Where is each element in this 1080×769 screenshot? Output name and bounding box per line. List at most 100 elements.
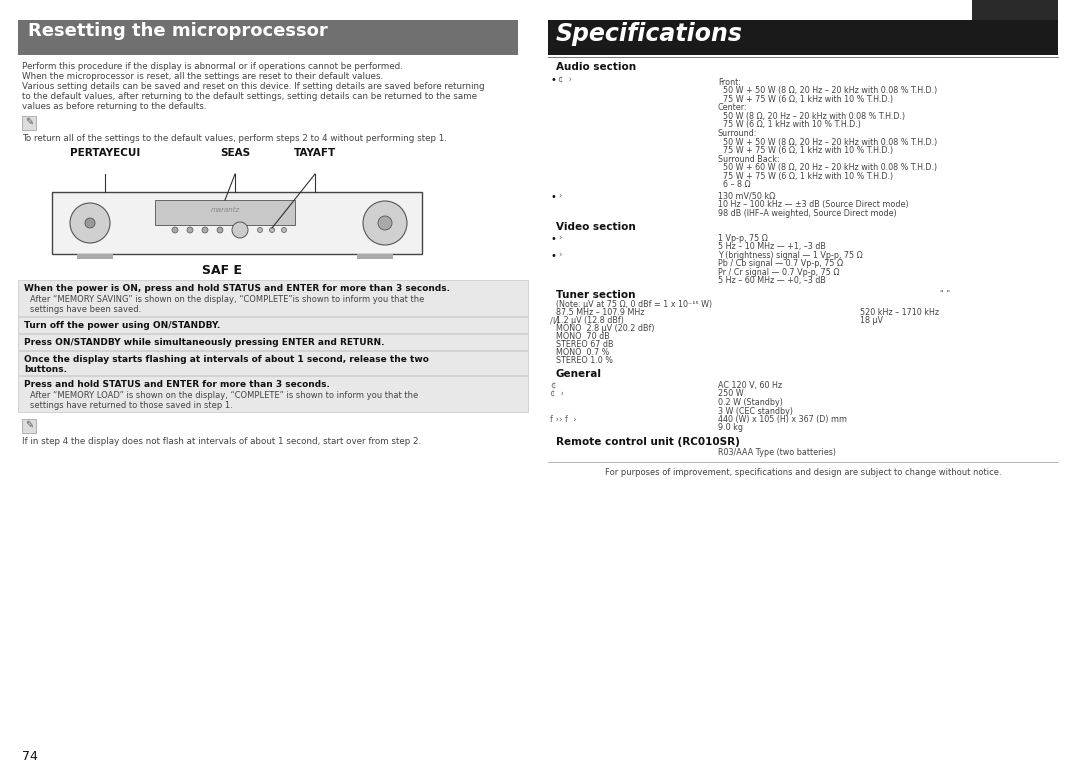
Text: 1 Vp-p, 75 Ω: 1 Vp-p, 75 Ω [718, 234, 768, 243]
Text: •: • [550, 191, 556, 201]
Bar [77, 254, 113, 259]
Text: 5 Hz – 60 MHz — +0, –3 dB: 5 Hz – 60 MHz — +0, –3 dB [718, 277, 826, 285]
Circle shape [187, 227, 193, 233]
Text: 250 W: 250 W [718, 390, 744, 398]
Text: 1.2 μV (12.8 dBf): 1.2 μV (12.8 dBf) [556, 316, 624, 325]
Text: ›: › [558, 234, 562, 243]
Text: Turn off the power using ON/STANDBY.: Turn off the power using ON/STANDBY. [24, 321, 220, 330]
Circle shape [257, 228, 262, 232]
Text: 130 mV/50 kΩ: 130 mV/50 kΩ [718, 191, 775, 201]
Circle shape [232, 222, 248, 238]
Text: •: • [550, 251, 556, 261]
Text: ›: › [558, 191, 562, 201]
Text: •: • [550, 75, 556, 85]
Text: When the microprocessor is reset, all the settings are reset to their default va: When the microprocessor is reset, all th… [22, 72, 383, 81]
Text: to the default values, after returning to the default settings, setting details : to the default values, after returning t… [22, 92, 477, 101]
Text: STEREO 1.0 %: STEREO 1.0 % [556, 356, 613, 365]
Text: ¢  ›: ¢ › [558, 75, 572, 84]
Text: ›: › [558, 251, 562, 260]
Circle shape [217, 227, 222, 233]
Bar [357, 254, 393, 259]
Text: SEAS: SEAS [220, 148, 251, 158]
Text: Video section: Video section [556, 222, 636, 232]
Text: 6 – 8 Ω: 6 – 8 Ω [718, 180, 751, 189]
Bar [548, 20, 1058, 55]
Bar [18, 334, 528, 350]
Text: 18 μV: 18 μV [860, 316, 883, 325]
Text: 75 W + 75 W (6 Ω, 1 kHz with 10 % T.H.D.): 75 W + 75 W (6 Ω, 1 kHz with 10 % T.H.D.… [718, 146, 893, 155]
Text: Tuner section: Tuner section [556, 290, 635, 300]
Circle shape [202, 227, 208, 233]
Circle shape [378, 216, 392, 230]
Text: 75 W + 75 W (6 Ω, 1 kHz with 10 % T.H.D.): 75 W + 75 W (6 Ω, 1 kHz with 10 % T.H.D.… [718, 171, 893, 181]
Text: MONO  70 dB: MONO 70 dB [556, 332, 610, 341]
Text: Front:: Front: [718, 78, 741, 87]
Text: SAF E: SAF E [202, 264, 242, 277]
Text: 50 W + 50 W (8 Ω, 20 Hz – 20 kHz with 0.08 % T.H.D.): 50 W + 50 W (8 Ω, 20 Hz – 20 kHz with 0.… [718, 86, 937, 95]
Text: ✎: ✎ [25, 420, 33, 430]
Text: General: General [556, 369, 602, 379]
Text: /И: /И [550, 316, 559, 325]
Text: TAYAFT: TAYAFT [294, 148, 336, 158]
Text: 520 kHz – 1710 kHz: 520 kHz – 1710 kHz [860, 308, 940, 317]
Text: PERTAYECUI: PERTAYECUI [70, 148, 140, 158]
Text: ✎: ✎ [25, 117, 33, 127]
Bar [18, 317, 528, 333]
Bar [18, 376, 528, 412]
Text: 50 W (8 Ω, 20 Hz – 20 kHz with 0.08 % T.H.D.): 50 W (8 Ω, 20 Hz – 20 kHz with 0.08 % T.… [718, 112, 905, 121]
Text: AC 120 V, 60 Hz: AC 120 V, 60 Hz [718, 381, 782, 390]
Bar [52, 192, 422, 254]
Text: Various setting details can be saved and reset on this device. If setting detail: Various setting details can be saved and… [22, 82, 485, 91]
Bar [18, 20, 518, 55]
Text: marantz: marantz [211, 207, 240, 213]
Text: To return all of the settings to the default values, perform steps 2 to 4 withou: To return all of the settings to the def… [22, 134, 447, 143]
Text: Press ON/STANDBY while simultaneously pressing ENTER and RETURN.: Press ON/STANDBY while simultaneously pr… [24, 338, 384, 347]
Text: Center:: Center: [718, 104, 747, 112]
Circle shape [270, 228, 274, 232]
Text: Perform this procedure if the display is abnormal or if operations cannot be per: Perform this procedure if the display is… [22, 62, 403, 71]
Circle shape [70, 203, 110, 243]
Text: R03/AAA Type (two batteries): R03/AAA Type (two batteries) [718, 448, 836, 457]
Text: Surround:: Surround: [718, 129, 757, 138]
Text: MONO  0.7 %: MONO 0.7 % [556, 348, 609, 357]
Bar [18, 280, 528, 316]
Text: 75 W (6 Ω, 1 kHz with 10 % T.H.D.): 75 W (6 Ω, 1 kHz with 10 % T.H.D.) [718, 121, 861, 129]
Text: Remote control unit (RC010SR): Remote control unit (RC010SR) [556, 437, 740, 447]
Circle shape [363, 201, 407, 245]
Circle shape [172, 227, 178, 233]
Text: When the power is ON, press and hold STATUS and ENTER for more than 3 seconds.: When the power is ON, press and hold STA… [24, 284, 450, 293]
Bar [22, 116, 36, 130]
Text: 74: 74 [22, 750, 38, 763]
Text: Once the display starts flashing at intervals of about 1 second, release the two: Once the display starts flashing at inte… [24, 355, 429, 375]
Bar [22, 419, 36, 433]
Text: 9.0 kg: 9.0 kg [718, 424, 743, 432]
Text: Pr / Cr signal — 0.7 Vp-p, 75 Ω: Pr / Cr signal — 0.7 Vp-p, 75 Ω [718, 268, 839, 277]
Text: f ›› f  ›: f ›› f › [550, 415, 577, 424]
Text: 98 dB (IHF–A weighted, Source Direct mode): 98 dB (IHF–A weighted, Source Direct mod… [718, 208, 896, 218]
Text: Y (brightness) signal — 1 Vp-p, 75 Ω: Y (brightness) signal — 1 Vp-p, 75 Ω [718, 251, 863, 260]
Text: 75 W + 75 W (6 Ω, 1 kHz with 10 % T.H.D.): 75 W + 75 W (6 Ω, 1 kHz with 10 % T.H.D.… [718, 95, 893, 104]
Text: Specifications: Specifications [556, 22, 743, 46]
Text: 50 W + 50 W (8 Ω, 20 Hz – 20 kHz with 0.08 % T.H.D.): 50 W + 50 W (8 Ω, 20 Hz – 20 kHz with 0.… [718, 138, 937, 147]
Circle shape [85, 218, 95, 228]
Text: " ": " " [940, 290, 950, 299]
Text: For purposes of improvement, specifications and design are subject to change wit: For purposes of improvement, specificati… [605, 468, 1001, 477]
Text: (Note: μV at 75 Ω, 0 dBf = 1 x 10⁻¹⁵ W): (Note: μV at 75 Ω, 0 dBf = 1 x 10⁻¹⁵ W) [556, 300, 712, 309]
Text: After “MEMORY SAVING” is shown on the display, “COMPLETE”is shown to inform you : After “MEMORY SAVING” is shown on the di… [30, 295, 424, 315]
Text: 440 (W) x 105 (H) x 367 (D) mm: 440 (W) x 105 (H) x 367 (D) mm [718, 415, 847, 424]
Text: If in step 4 the display does not flash at intervals of about 1 second, start ov: If in step 4 the display does not flash … [22, 437, 421, 446]
Bar [18, 351, 528, 375]
Text: values as before returning to the defaults.: values as before returning to the defaul… [22, 102, 206, 111]
Text: STEREO 67 dB: STEREO 67 dB [556, 340, 613, 349]
Text: •: • [550, 234, 556, 244]
Text: Surround Back:: Surround Back: [718, 155, 780, 164]
Bar [972, 0, 1058, 20]
Text: Pb / Cb signal — 0.7 Vp-p, 75 Ω: Pb / Cb signal — 0.7 Vp-p, 75 Ω [718, 259, 843, 268]
Text: 5 Hz – 10 MHz — +1, –3 dB: 5 Hz – 10 MHz — +1, –3 dB [718, 242, 826, 251]
Text: Press and hold STATUS and ENTER for more than 3 seconds.: Press and hold STATUS and ENTER for more… [24, 380, 329, 389]
Text: 3 W (CEC standby): 3 W (CEC standby) [718, 407, 793, 415]
Text: ¢: ¢ [550, 381, 555, 390]
Text: 10 Hz – 100 kHz — ±3 dB (Source Direct mode): 10 Hz – 100 kHz — ±3 dB (Source Direct m… [718, 200, 908, 209]
Text: 0.2 W (Standby): 0.2 W (Standby) [718, 398, 783, 407]
Text: After “MEMORY LOAD” is shown on the display, “COMPLETE” is shown to inform you t: After “MEMORY LOAD” is shown on the disp… [30, 391, 418, 411]
